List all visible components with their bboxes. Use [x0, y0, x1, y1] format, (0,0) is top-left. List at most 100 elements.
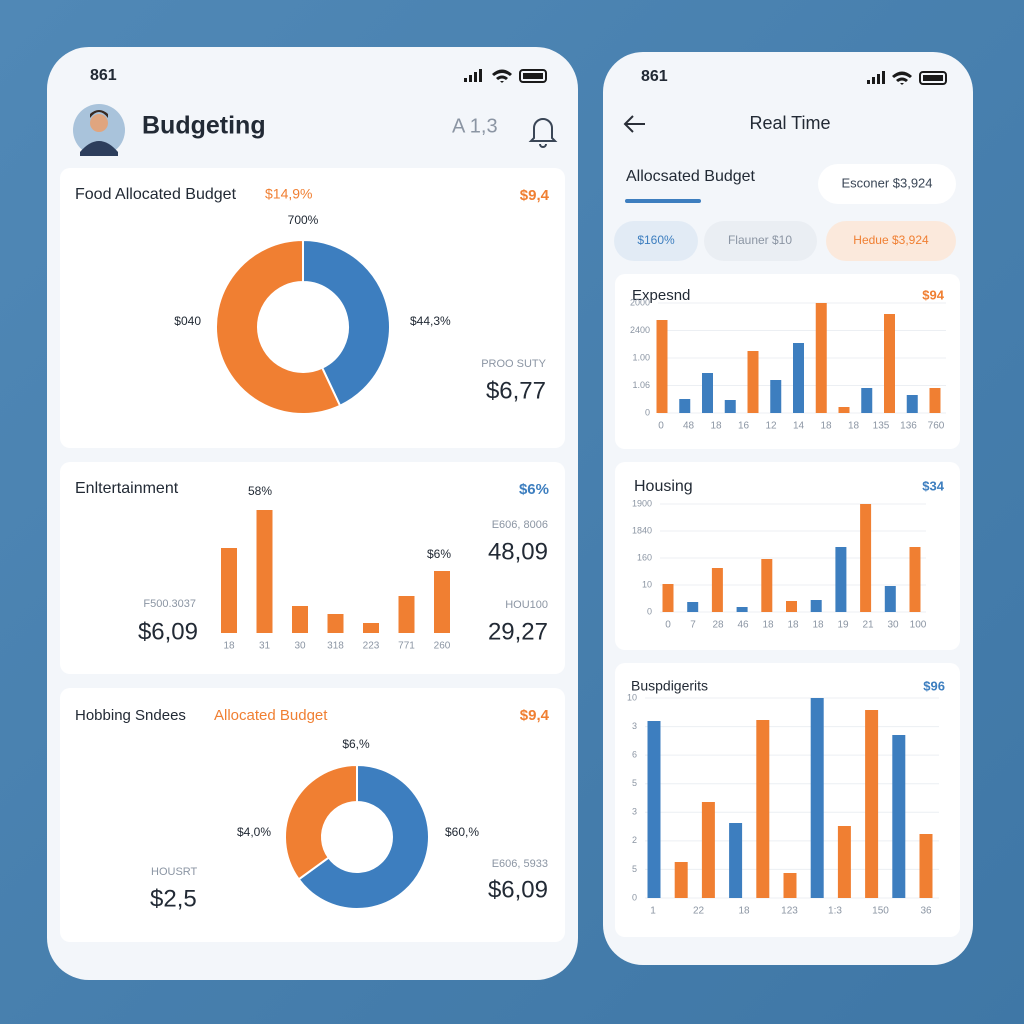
x-tick-label: 123	[781, 906, 798, 917]
bar	[861, 388, 873, 413]
tab-underline	[625, 199, 701, 203]
avatar[interactable]	[73, 104, 125, 156]
x-tick-label: 46	[737, 620, 749, 631]
donut-segment	[297, 763, 430, 910]
section-title: Allocsated Budget	[626, 168, 756, 185]
y-tick-label: 3	[632, 721, 637, 731]
x-tick-label: 18	[787, 620, 799, 631]
x-tick-label: 31	[259, 641, 271, 652]
y-tick-label: 3	[632, 807, 637, 817]
y-tick-label: 2400	[630, 325, 650, 335]
y-tick-label: 2	[632, 835, 637, 845]
x-tick-label: 1	[650, 906, 656, 917]
amount: $6,77	[486, 377, 546, 404]
chip[interactable]	[826, 221, 956, 261]
y-tick-label: 0	[632, 892, 637, 902]
bar	[724, 400, 736, 413]
chip[interactable]	[704, 221, 817, 261]
card-corner: $9,4	[520, 707, 550, 724]
y-tick-label: 10	[627, 692, 637, 702]
bar	[687, 602, 699, 612]
card-title: Housing	[634, 478, 693, 495]
x-tick-label: 18	[738, 906, 750, 917]
caption: E606, 8006	[492, 519, 548, 531]
x-tick-label: 771	[398, 641, 415, 652]
x-tick-label: 760	[928, 421, 945, 432]
card-corner: $96	[923, 678, 945, 693]
bar	[679, 399, 691, 413]
card-title: Enltertainment	[75, 480, 179, 497]
chip[interactable]	[614, 221, 698, 261]
y-tick-label: 2000	[630, 297, 650, 307]
x-tick-label: 48	[683, 421, 695, 432]
card-corner: $6%	[519, 481, 549, 498]
x-tick-label: 135	[873, 421, 890, 432]
donut-label: $4,0%	[237, 825, 271, 839]
bar	[919, 834, 933, 898]
donut-label: $6,%	[342, 737, 370, 751]
x-tick-label: 260	[434, 641, 451, 652]
pill-text: Esconer $3,924	[841, 175, 932, 190]
status-icons-right	[867, 71, 947, 85]
card-title: Food Allocated Budget	[75, 186, 237, 203]
bar	[783, 873, 797, 898]
bar	[221, 548, 237, 633]
x-tick-label: 18	[820, 421, 832, 432]
x-tick-label: 150	[872, 906, 889, 917]
amount: 29,27	[488, 618, 548, 645]
bar	[786, 601, 797, 612]
bar	[810, 600, 822, 612]
bar	[884, 314, 895, 413]
x-tick-label: 18	[812, 620, 824, 631]
bar	[810, 698, 824, 898]
bar	[702, 373, 713, 413]
bar	[756, 720, 770, 898]
donut-segment	[215, 238, 342, 415]
bar	[647, 721, 661, 898]
caption: PROO SUTY	[481, 358, 546, 370]
x-tick-label: 18	[223, 641, 235, 652]
chip-text: Hedue $3,924	[853, 233, 929, 247]
x-tick-label: 21	[862, 620, 874, 631]
x-tick-label: 0	[665, 620, 671, 631]
x-tick-label: 136	[900, 421, 917, 432]
donut-label: $60,%	[445, 825, 479, 839]
bar	[701, 802, 715, 898]
screen-title: Real Time	[749, 113, 830, 133]
x-tick-label: 318	[327, 641, 344, 652]
x-tick-label: 30	[887, 620, 899, 631]
y-tick-label: 1.06	[632, 380, 650, 390]
x-tick-label: 0	[658, 421, 664, 432]
status-time: 861	[641, 68, 668, 85]
chip-text: Flauner $10	[728, 233, 792, 247]
status-icons-left	[464, 69, 547, 83]
x-tick-label: 7	[690, 620, 696, 631]
y-tick-label: 1.00	[632, 352, 650, 362]
bar	[363, 623, 379, 633]
bar	[793, 343, 804, 413]
x-tick-label: 28	[712, 620, 724, 631]
y-tick-label: 1900	[632, 498, 652, 508]
bar	[729, 823, 743, 898]
x-tick-label: 18	[762, 620, 774, 631]
caption: F500.3037	[143, 598, 196, 610]
bar	[906, 395, 918, 413]
amount: $6,09	[488, 876, 548, 903]
bar	[892, 735, 906, 898]
card-expenses	[615, 274, 960, 449]
bar	[398, 596, 415, 633]
pill[interactable]	[818, 164, 956, 204]
amount: 48,09	[488, 538, 548, 565]
back-arrow[interactable]	[623, 115, 645, 133]
bar	[674, 862, 688, 898]
y-tick-label: 5	[632, 778, 637, 788]
y-tick-label: 5	[632, 864, 637, 874]
x-tick-label: 1:3	[828, 906, 842, 917]
bar	[711, 568, 723, 612]
amount: $2,5	[150, 885, 197, 912]
bar-label: $6%	[427, 547, 451, 561]
bell-icon[interactable]	[528, 118, 558, 148]
y-tick-label: 0	[647, 606, 652, 616]
x-tick-label: 18	[848, 421, 860, 432]
card-title-accent: $14,9%	[265, 186, 312, 202]
